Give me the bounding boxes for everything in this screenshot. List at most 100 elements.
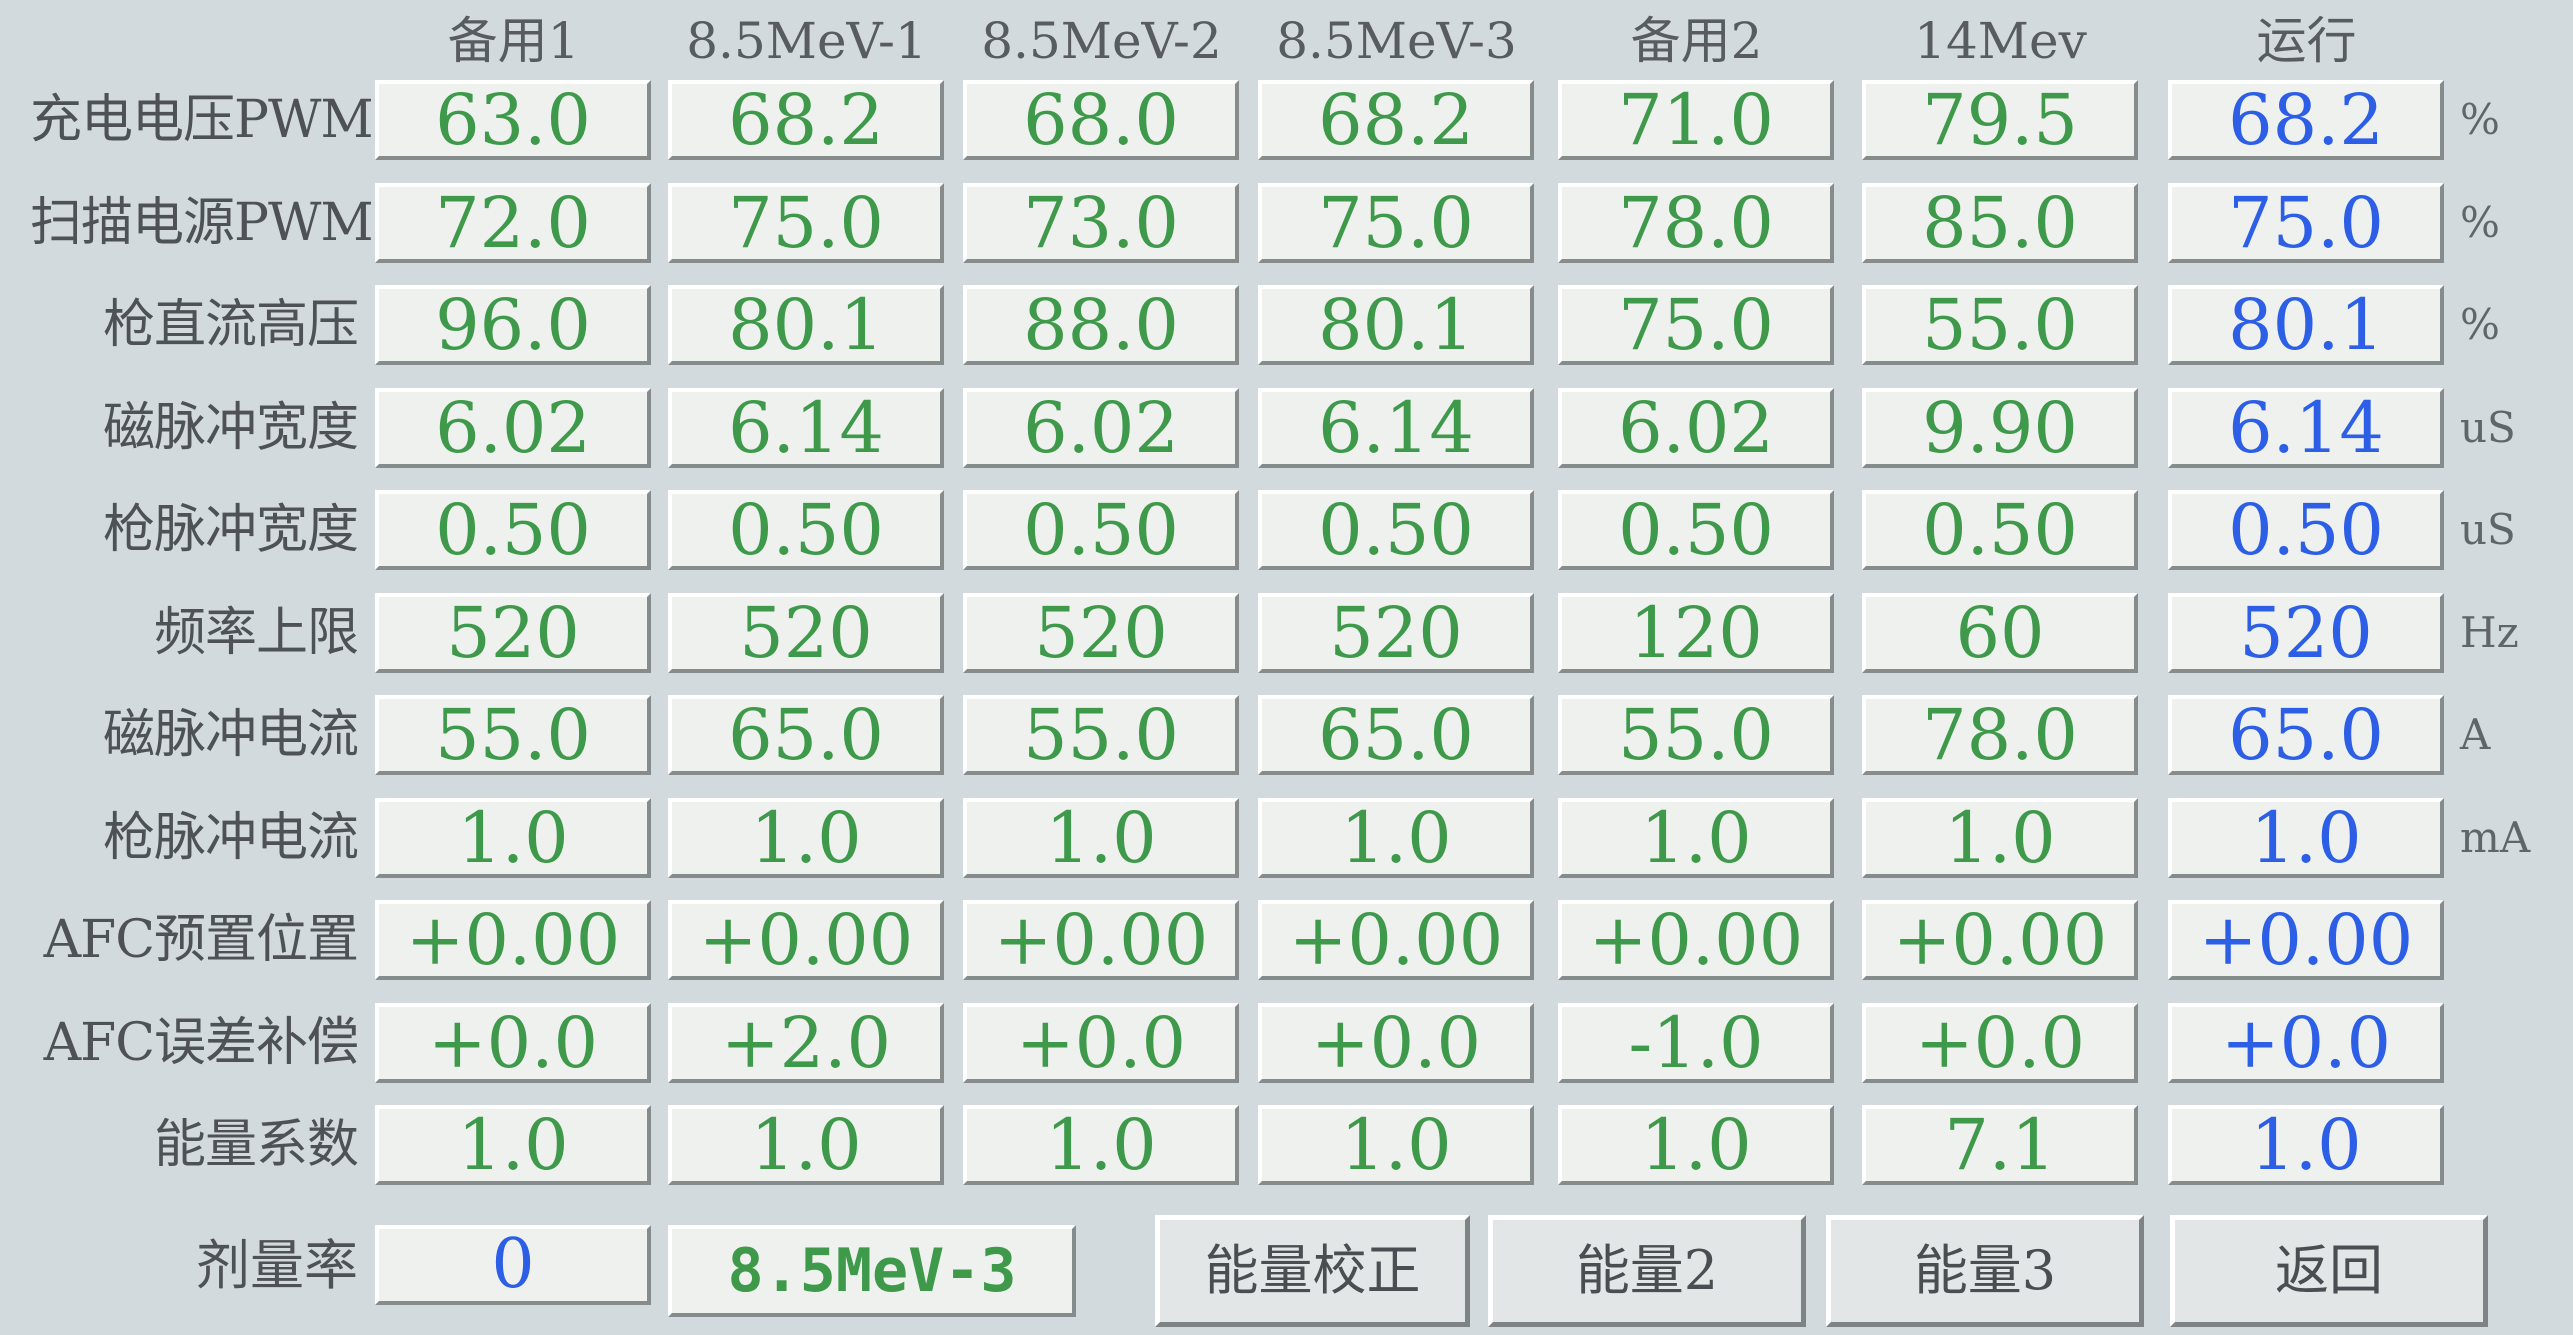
param-cell-r4-c3[interactable]: 6.02 (963, 388, 1239, 468)
param-cell-r2-c2[interactable]: 75.0 (668, 183, 944, 263)
param-cell-r3-c1[interactable]: 96.0 (375, 285, 651, 365)
param-cell-r9-c7[interactable]: +0.00 (2168, 900, 2444, 980)
param-cell-r1-c3[interactable]: 68.0 (963, 80, 1239, 160)
param-cell-r2-c1[interactable]: 72.0 (375, 183, 651, 263)
param-cell-r10-c4[interactable]: +0.0 (1258, 1003, 1534, 1083)
unit-label-2: % (2460, 198, 2500, 247)
row-label-5: 枪脉冲宽度 (102, 500, 359, 560)
param-cell-r4-c4[interactable]: 6.14 (1258, 388, 1534, 468)
param-cell-r1-c1[interactable]: 63.0 (375, 80, 651, 160)
row-label-3: 枪直流高压 (102, 295, 359, 355)
param-cell-r10-c3[interactable]: +0.0 (963, 1003, 1239, 1083)
param-cell-r2-c3[interactable]: 73.0 (963, 183, 1239, 263)
param-cell-r11-c1[interactable]: 1.0 (375, 1105, 651, 1185)
dose-rate-label: 剂量率 (196, 1234, 358, 1297)
current-mode-display: 8.5MeV-3 (668, 1225, 1076, 1317)
param-cell-r6-c6[interactable]: 60 (1862, 593, 2138, 673)
param-cell-r1-c6[interactable]: 79.5 (1862, 80, 2138, 160)
row-label-10: AFC误差补偿 (43, 1013, 359, 1073)
param-cell-r6-c3[interactable]: 520 (963, 593, 1239, 673)
param-cell-r8-c2[interactable]: 1.0 (668, 798, 944, 878)
param-cell-r3-c5[interactable]: 75.0 (1558, 285, 1834, 365)
row-label-8: 枪脉冲电流 (102, 808, 359, 868)
unit-label-6: Hz (2460, 608, 2519, 657)
param-cell-r3-c6[interactable]: 55.0 (1862, 285, 2138, 365)
param-cell-r4-c7[interactable]: 6.14 (2168, 388, 2444, 468)
param-cell-r9-c4[interactable]: +0.00 (1258, 900, 1534, 980)
param-cell-r4-c6[interactable]: 9.90 (1862, 388, 2138, 468)
param-cell-r10-c1[interactable]: +0.0 (375, 1003, 651, 1083)
column-header-2: 8.5MeV-1 (686, 12, 927, 70)
param-cell-r8-c7[interactable]: 1.0 (2168, 798, 2444, 878)
param-cell-r4-c5[interactable]: 6.02 (1558, 388, 1834, 468)
param-cell-r2-c4[interactable]: 75.0 (1258, 183, 1534, 263)
unit-label-3: % (2460, 300, 2500, 349)
param-cell-r9-c1[interactable]: +0.00 (375, 900, 651, 980)
param-cell-r3-c3[interactable]: 88.0 (963, 285, 1239, 365)
param-cell-r7-c4[interactable]: 65.0 (1258, 695, 1534, 775)
column-header-6: 14Mev (1914, 12, 2087, 70)
param-cell-r6-c4[interactable]: 520 (1258, 593, 1534, 673)
param-cell-r9-c3[interactable]: +0.00 (963, 900, 1239, 980)
param-cell-r1-c5[interactable]: 71.0 (1558, 80, 1834, 160)
param-cell-r10-c7[interactable]: +0.0 (2168, 1003, 2444, 1083)
param-cell-r8-c4[interactable]: 1.0 (1258, 798, 1534, 878)
param-cell-r7-c6[interactable]: 78.0 (1862, 695, 2138, 775)
param-cell-r6-c2[interactable]: 520 (668, 593, 944, 673)
dose-rate-value: 0 (375, 1225, 651, 1305)
param-cell-r8-c1[interactable]: 1.0 (375, 798, 651, 878)
param-cell-r5-c1[interactable]: 0.50 (375, 490, 651, 570)
row-label-2: 扫描电源PWM (30, 193, 374, 253)
param-cell-r9-c2[interactable]: +0.00 (668, 900, 944, 980)
param-cell-r1-c2[interactable]: 68.2 (668, 80, 944, 160)
param-cell-r10-c2[interactable]: +2.0 (668, 1003, 944, 1083)
param-cell-r7-c3[interactable]: 55.0 (963, 695, 1239, 775)
param-cell-r2-c6[interactable]: 85.0 (1862, 183, 2138, 263)
param-cell-r5-c6[interactable]: 0.50 (1862, 490, 2138, 570)
energy3-button[interactable]: 能量3 (1826, 1215, 2144, 1327)
param-cell-r4-c2[interactable]: 6.14 (668, 388, 944, 468)
param-cell-r7-c5[interactable]: 55.0 (1558, 695, 1834, 775)
param-cell-r7-c1[interactable]: 55.0 (375, 695, 651, 775)
param-cell-r5-c4[interactable]: 0.50 (1258, 490, 1534, 570)
row-label-7: 磁脉冲电流 (102, 705, 359, 765)
param-cell-r11-c4[interactable]: 1.0 (1258, 1105, 1534, 1185)
column-header-3: 8.5MeV-2 (981, 12, 1222, 70)
unit-label-9 (2460, 896, 2570, 984)
param-cell-r11-c2[interactable]: 1.0 (668, 1105, 944, 1185)
unit-label-4: uS (2460, 403, 2516, 452)
param-cell-r3-c4[interactable]: 80.1 (1258, 285, 1534, 365)
param-cell-r5-c7[interactable]: 0.50 (2168, 490, 2444, 570)
param-cell-r8-c6[interactable]: 1.0 (1862, 798, 2138, 878)
param-cell-r10-c6[interactable]: +0.0 (1862, 1003, 2138, 1083)
param-cell-r8-c5[interactable]: 1.0 (1558, 798, 1834, 878)
param-cell-r7-c2[interactable]: 65.0 (668, 695, 944, 775)
param-cell-r5-c3[interactable]: 0.50 (963, 490, 1239, 570)
return-button[interactable]: 返回 (2170, 1215, 2488, 1327)
param-cell-r4-c1[interactable]: 6.02 (375, 388, 651, 468)
unit-label-10 (2460, 999, 2570, 1087)
param-cell-r10-c5[interactable]: -1.0 (1558, 1003, 1834, 1083)
unit-label-5: uS (2460, 505, 2516, 554)
param-cell-r3-c7[interactable]: 80.1 (2168, 285, 2444, 365)
param-cell-r1-c4[interactable]: 68.2 (1258, 80, 1534, 160)
param-cell-r11-c7[interactable]: 1.0 (2168, 1105, 2444, 1185)
param-cell-r1-c7[interactable]: 68.2 (2168, 80, 2444, 160)
param-cell-r5-c5[interactable]: 0.50 (1558, 490, 1834, 570)
param-cell-r2-c7[interactable]: 75.0 (2168, 183, 2444, 263)
param-cell-r6-c7[interactable]: 520 (2168, 593, 2444, 673)
param-cell-r2-c5[interactable]: 78.0 (1558, 183, 1834, 263)
param-cell-r6-c1[interactable]: 520 (375, 593, 651, 673)
param-cell-r6-c5[interactable]: 120 (1558, 593, 1834, 673)
energy-calibration-button[interactable]: 能量校正 (1155, 1215, 1470, 1327)
param-cell-r9-c5[interactable]: +0.00 (1558, 900, 1834, 980)
param-cell-r8-c3[interactable]: 1.0 (963, 798, 1239, 878)
param-cell-r11-c3[interactable]: 1.0 (963, 1105, 1239, 1185)
param-cell-r5-c2[interactable]: 0.50 (668, 490, 944, 570)
param-cell-r9-c6[interactable]: +0.00 (1862, 900, 2138, 980)
param-cell-r11-c5[interactable]: 1.0 (1558, 1105, 1834, 1185)
param-cell-r7-c7[interactable]: 65.0 (2168, 695, 2444, 775)
energy2-button[interactable]: 能量2 (1488, 1215, 1806, 1327)
param-cell-r3-c2[interactable]: 80.1 (668, 285, 944, 365)
param-cell-r11-c6[interactable]: 7.1 (1862, 1105, 2138, 1185)
